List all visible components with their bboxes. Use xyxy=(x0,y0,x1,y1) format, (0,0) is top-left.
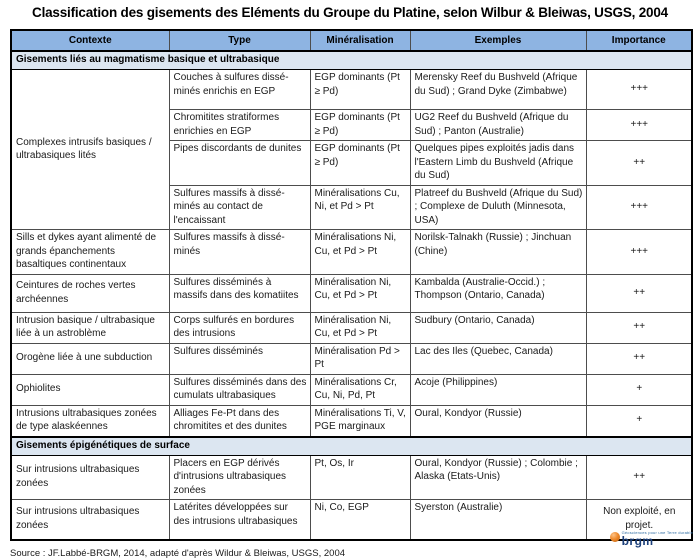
cell-importance: Non exploité, en projet. xyxy=(585,499,693,540)
cell-exemples: Acoje (Philippines) xyxy=(409,373,587,406)
cell-exemples: Oural, Kondyor (Russie) ; Colombie ; Ala… xyxy=(409,454,587,500)
brgm-sphere-icon xyxy=(609,532,620,542)
cell-type: Chromitites stratiformes enrichies en EG… xyxy=(168,109,311,141)
section-label: Gisements liés au magmatisme basique et … xyxy=(10,50,693,70)
cell-contexte: Ophiolites xyxy=(10,373,170,406)
page-root: { "title": "Classification des gisements… xyxy=(0,5,700,559)
cell-mineralisation: Pt, Os, Ir xyxy=(309,454,411,500)
brgm-logo-tagline: Géosciences pour une Terre durable xyxy=(621,530,693,535)
table-row: Chromitites stratiformes enrichies en EG… xyxy=(11,109,693,141)
cell-contexte: Intrusion basique / ultrabasique liée à … xyxy=(10,311,170,344)
cell-exemples: Sudbury (Ontario, Canada) xyxy=(409,311,587,344)
cell-type: Sulfures disséminés à massifs dans des k… xyxy=(168,273,311,313)
column-header-type: Type xyxy=(168,29,311,52)
cell-importance: ++ xyxy=(585,273,693,313)
table-row: Orogène liée à une subduction Sulfures d… xyxy=(10,342,693,375)
cell-contexte: Complexes intrusifs basiques / ultrabasi… xyxy=(10,69,170,230)
cell-importance: +++ xyxy=(585,229,693,275)
cell-type: Corps sulfurés en bordures des intrusion… xyxy=(168,311,311,344)
cell-mineralisation: EGP dominants (Pt ≥ Pd) xyxy=(309,140,411,186)
cell-mineralisation: Minéralisations Ti, V, PGE marginaux xyxy=(309,404,411,437)
brgm-logo: Géosciences pour une Terre durable brgm xyxy=(609,530,693,548)
cell-exemples: Quelques pipes exploités jadis dans l'Ea… xyxy=(409,140,587,186)
column-header-contexte: Contexte xyxy=(10,29,170,52)
cell-mineralisation: Minéralisation Ni, Cu, et Pd > Pt xyxy=(309,311,411,344)
cell-type: Placers en EGP dérivés d'intrusions ultr… xyxy=(168,454,311,500)
cell-exemples: Merensky Reef du Bushveld (Afrique du Su… xyxy=(409,69,587,110)
section-row-epigenetique: Gisements épigénétiques de surface xyxy=(10,435,693,456)
cell-importance: + xyxy=(585,373,693,406)
cell-mineralisation: Minéralisations Cr, Cu, Ni, Pd, Pt xyxy=(309,373,411,406)
cell-type: Sulfures massifs à dissé-minés xyxy=(168,229,311,275)
table-row: Sur intrusions ultrabasiques zonées Laté… xyxy=(10,499,693,540)
cell-contexte: Sills et dykes ayant alimenté de grands … xyxy=(10,229,170,275)
cell-contexte: Orogène liée à une subduction xyxy=(10,342,170,375)
cell-type: Latérites développées sur des intrusions… xyxy=(168,499,311,540)
cell-mineralisation: Minéralisation Pd > Pt xyxy=(309,342,411,375)
cell-type: Sulfures massifs à dissé-minés au contac… xyxy=(168,184,311,230)
cell-mineralisation: Minéralisation Ni, Cu, et Pd > Pt xyxy=(309,273,411,313)
cell-importance: +++ xyxy=(585,69,693,110)
cell-exemples: UG2 Reef du Bushveld (Afrique du Sud) ; … xyxy=(409,109,587,141)
column-header-exemples: Exemples xyxy=(409,29,587,52)
table-row: Ceintures de roches vertes archéennes Su… xyxy=(10,273,693,313)
brgm-logo-textblock: Géosciences pour une Terre durable brgm xyxy=(621,530,693,548)
cell-exemples: Syerston (Australie) xyxy=(409,499,587,540)
section-row-magmatisme: Gisements liés au magmatisme basique et … xyxy=(10,50,693,70)
cell-importance: ++ xyxy=(585,140,693,186)
table-row: Ophiolites Sulfures disséminés dans des … xyxy=(10,373,693,406)
table-row: Complexes intrusifs basiques / ultrabasi… xyxy=(10,69,693,230)
cell-type: Couches à sulfures dissé-minés enrichis … xyxy=(168,69,311,110)
cell-importance: ++ xyxy=(585,454,693,500)
cell-exemples: Lac des Iles (Quebec, Canada) xyxy=(409,342,587,375)
cell-mineralisation: EGP dominants (Pt ≥ Pd) xyxy=(309,69,411,110)
cell-exemples: Oural, Kondyor (Russie) xyxy=(409,404,587,437)
classification-table: Contexte Type Minéralisation Exemples Im… xyxy=(10,29,693,541)
cell-exemples: Kambalda (Australie-Occid.) ; Thompson (… xyxy=(409,273,587,313)
cell-importance: +++ xyxy=(585,109,693,141)
cell-mineralisation: EGP dominants (Pt ≥ Pd) xyxy=(309,109,411,141)
brgm-logo-text: brgm xyxy=(621,534,654,548)
table-row: Pipes discordants de dunites EGP dominan… xyxy=(11,140,693,186)
cell-mineralisation: Minéralisations Cu, Ni, et Pd > Pt xyxy=(309,184,411,230)
header-row: Contexte Type Minéralisation Exemples Im… xyxy=(10,29,693,52)
cell-contexte: Sur intrusions ultrabasiques zonées xyxy=(10,454,170,500)
cell-contexte: Sur intrusions ultrabasiques zonées xyxy=(10,499,170,540)
cell-importance: ++ xyxy=(585,342,693,375)
cell-contexte: Intrusions ultrabasiques zonées de type … xyxy=(10,404,170,437)
page-title: Classification des gisements des Elément… xyxy=(32,5,668,20)
cell-mineralisation: Ni, Co, EGP xyxy=(309,499,411,540)
column-header-importance: Importance xyxy=(585,29,693,52)
cell-contexte: Ceintures de roches vertes archéennes xyxy=(10,273,170,313)
cell-importance: +++ xyxy=(585,184,693,230)
cell-type: Pipes discordants de dunites xyxy=(168,140,311,186)
cell-type: Sulfures disséminés dans des cumulats ul… xyxy=(168,373,311,406)
cell-exemples: Norilsk-Talnakh (Russie) ; Jinchuan (Chi… xyxy=(409,229,587,275)
section-label: Gisements épigénétiques de surface xyxy=(10,435,693,456)
cell-type: Sulfures disséminés xyxy=(168,342,311,375)
cell-importance: ++ xyxy=(585,311,693,344)
column-header-mineralisation: Minéralisation xyxy=(309,29,411,52)
table-row: Intrusion basique / ultrabasique liée à … xyxy=(10,311,693,344)
table-row: Sur intrusions ultrabasiques zonées Plac… xyxy=(10,454,693,500)
cell-importance: + xyxy=(585,404,693,437)
table-row: Intrusions ultrabasiques zonées de type … xyxy=(10,404,693,437)
table-row: Sills et dykes ayant alimenté de grands … xyxy=(10,229,693,275)
cell-type: Alliages Fe-Pt dans des chromitites et d… xyxy=(168,404,311,437)
cell-mineralisation: Minéralisations Ni, Cu, et Pd > Pt xyxy=(309,229,411,275)
cell-exemples: Platreef du Bushveld (Afrique du Sud) ; … xyxy=(409,184,587,230)
source-text: Source : JF.Labbé-BRGM, 2014, adapté d'a… xyxy=(10,547,346,559)
